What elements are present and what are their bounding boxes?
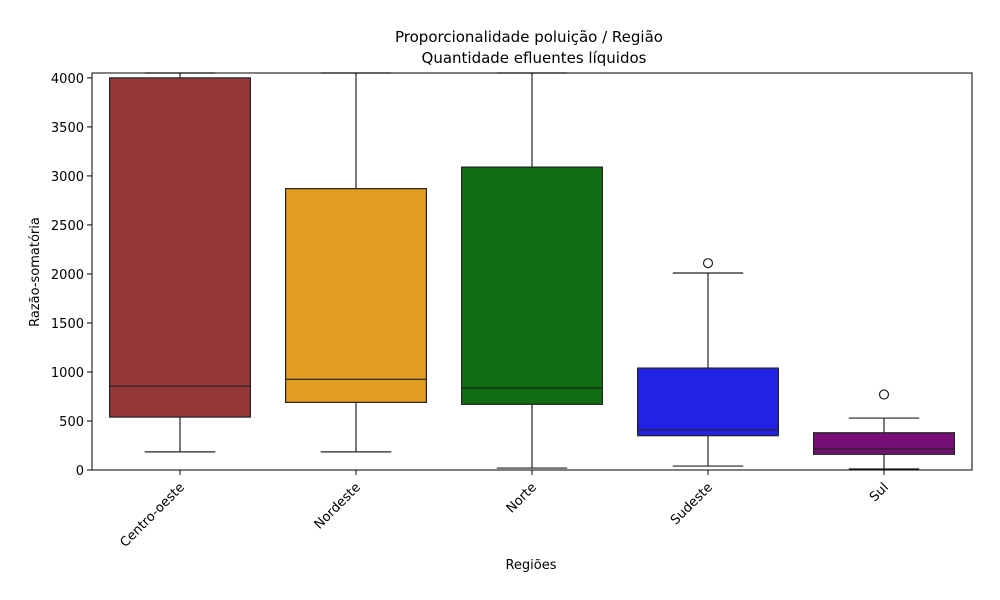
plot-area: 0 500 1000 1500 2000 2500 3000 3500 4000 Centro-o… [51,72,955,551]
outlier-4-0 [878,389,890,400]
chart-subtitle: Quantidade efluentes líquidos [422,49,647,67]
box-4 [812,432,955,455]
y-tick-label-8: 4000 [51,72,84,87]
box-3 [636,367,779,437]
y-tick-label-7: 3500 [51,121,84,136]
box-0 [108,77,252,418]
box-1 [285,188,428,403]
y-tick-label-1: 500 [59,415,84,430]
y-axis-label: Razão-somatória [28,217,43,327]
y-tick-label-3: 1500 [51,317,84,332]
y-tick-label-5: 2500 [51,219,84,234]
box-2 [461,166,604,405]
x-tick-label-1: Nordeste [312,480,364,532]
x-axis-label: Regiões [505,558,556,573]
y-tick-label-2: 1000 [51,366,84,381]
y-tick-label-0: 0 [76,464,84,479]
outlier-3-0 [702,258,714,269]
y-tick-label-6: 3000 [51,170,84,185]
x-tick-label-3: Sudeste [668,480,716,528]
chart-title: Proporcionalidade poluição / Região [395,28,663,46]
x-tick-label-4: Sul [867,480,892,505]
plot-frame [91,72,973,471]
x-tick-label-2: Norte [504,480,540,516]
y-tick-label-4: 2000 [51,268,84,283]
x-tick-label-0: Centro-oeste [118,480,188,550]
